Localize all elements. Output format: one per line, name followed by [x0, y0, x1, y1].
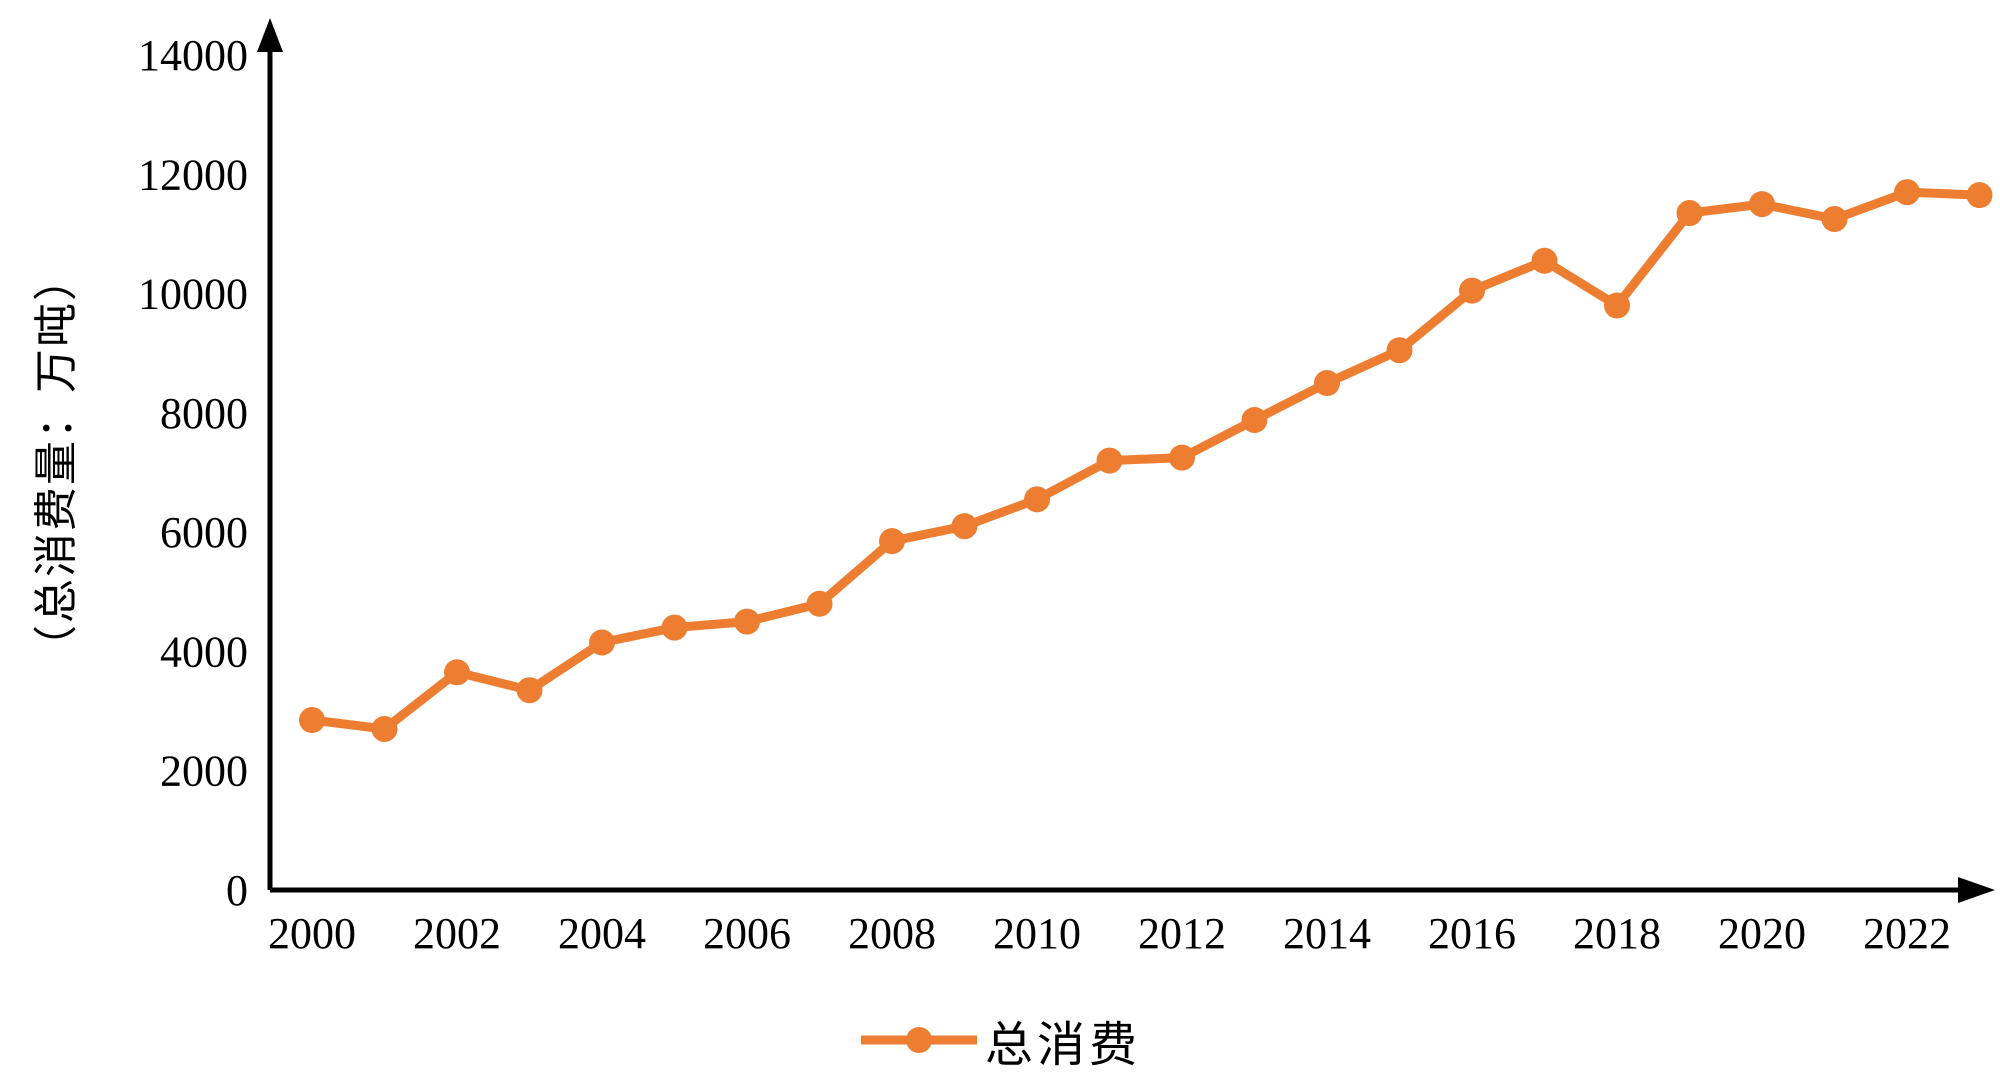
data-point-marker — [516, 677, 543, 704]
legend-series-label: 总消费 — [984, 1019, 1141, 1072]
y-tick-label: 0 — [226, 866, 248, 915]
x-tick-label: 2020 — [1718, 909, 1806, 958]
data-point-marker — [1821, 206, 1848, 233]
data-point-marker — [661, 614, 688, 641]
x-tick-label: 2002 — [413, 909, 501, 958]
data-point-marker — [879, 528, 905, 555]
data-point-marker — [299, 707, 325, 734]
data-point-marker — [444, 659, 470, 686]
x-tick-label: 2004 — [558, 909, 646, 958]
x-tick-label: 2018 — [1573, 909, 1661, 958]
y-tick-label: 2000 — [160, 747, 248, 796]
y-tick-label: 10000 — [138, 270, 248, 319]
y-tick-label: 4000 — [160, 627, 248, 676]
x-tick-label: 2006 — [703, 909, 791, 958]
y-tick-label: 8000 — [160, 389, 248, 438]
data-point-marker — [1966, 182, 1993, 209]
x-tick-label: 2022 — [1863, 909, 1951, 958]
data-point-marker — [1604, 292, 1630, 319]
x-tick-label: 2000 — [268, 909, 356, 958]
data-point-marker — [1314, 370, 1340, 397]
data-point-marker — [1096, 447, 1123, 474]
data-point-marker — [1459, 277, 1485, 304]
x-tick-label: 2014 — [1283, 909, 1371, 958]
x-tick-label: 2012 — [1138, 909, 1226, 958]
data-point-marker — [1169, 444, 1195, 471]
data-point-marker — [589, 629, 615, 656]
x-axis-arrow-icon — [1958, 877, 1995, 903]
y-tick-label: 6000 — [160, 508, 248, 557]
x-tick-label: 2008 — [848, 909, 936, 958]
x-tick-label: 2016 — [1428, 909, 1516, 958]
y-axis-arrow-icon — [257, 18, 283, 52]
data-point-marker — [1386, 337, 1413, 364]
data-point-marker — [1531, 247, 1558, 274]
data-point-marker — [1749, 191, 1775, 218]
data-point-marker — [1894, 179, 1920, 206]
data-point-marker — [734, 608, 760, 635]
legend: 总消费 — [0, 1005, 2000, 1075]
x-tick-label: 2010 — [993, 909, 1081, 958]
data-point-marker — [1241, 407, 1268, 434]
y-tick-label: 14000 — [138, 31, 248, 80]
data-point-marker — [371, 715, 398, 742]
series-line — [307, 187, 1984, 734]
legend-line-marker-icon — [860, 1027, 977, 1053]
data-point-marker — [951, 513, 978, 540]
y-tick-label: 12000 — [138, 150, 248, 199]
data-point-marker — [1676, 200, 1703, 227]
data-point-marker — [806, 590, 833, 617]
data-point-marker — [1024, 486, 1050, 513]
